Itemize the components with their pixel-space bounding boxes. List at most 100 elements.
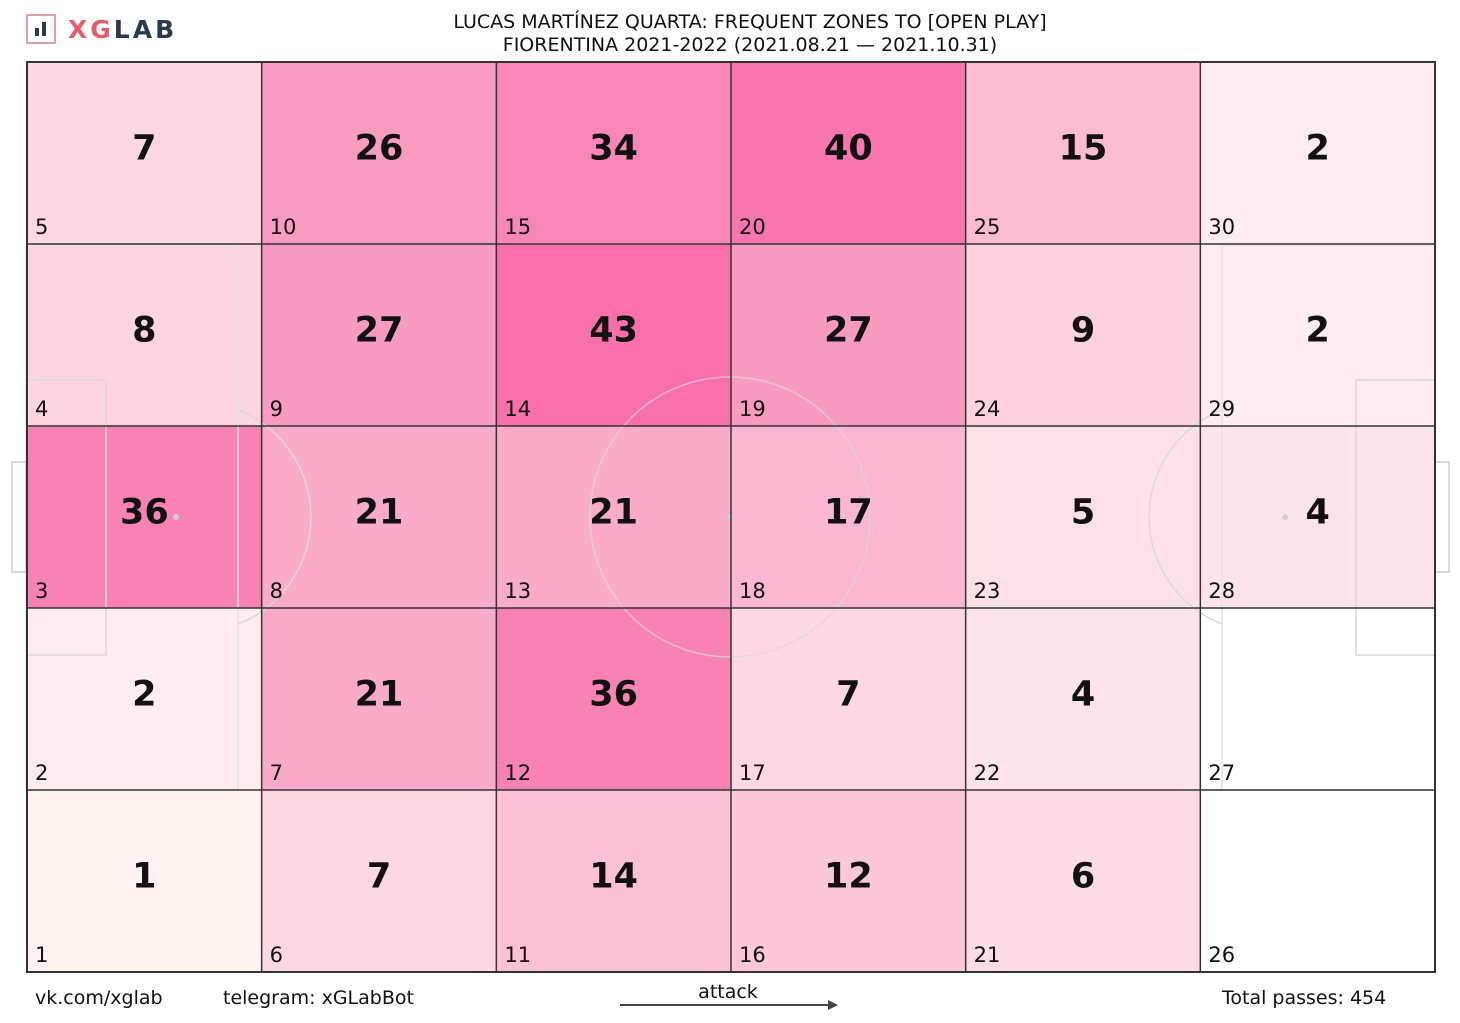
zone-number-5: 5: [35, 215, 48, 239]
zone-value-17: 7: [836, 674, 860, 714]
zone-value-25: 15: [1059, 128, 1108, 168]
zone-value-13: 21: [589, 492, 638, 532]
zone-number-15: 15: [504, 215, 531, 239]
zone-cell-24: [965, 244, 1201, 426]
zone-cell-13: [496, 426, 731, 608]
zone-cell-18: [731, 426, 966, 608]
zone-cell-8: [261, 426, 497, 608]
logo-text-xg: XG: [68, 14, 114, 44]
zone-value-30: 2: [1305, 128, 1329, 168]
zone-value-6: 7: [367, 856, 391, 896]
zone-cell-27: [1200, 608, 1435, 790]
chart-title-block: LUCAS MARTÍNEZ QUARTA: FREQUENT ZONES TO…: [330, 11, 1170, 57]
zone-cell-17: [731, 608, 966, 790]
zone-number-16: 16: [739, 943, 766, 967]
zone-number-17: 17: [739, 761, 766, 785]
zone-value-16: 12: [824, 856, 873, 896]
zone-value-22: 4: [1071, 674, 1095, 714]
zone-number-10: 10: [270, 215, 297, 239]
zone-value-3: 36: [120, 492, 169, 532]
zone-value-11: 14: [589, 856, 638, 896]
zone-value-24: 9: [1071, 310, 1095, 350]
zone-number-29: 29: [1208, 397, 1235, 421]
zone-value-8: 21: [355, 492, 404, 532]
zone-value-20: 40: [824, 128, 873, 168]
zone-value-29: 2: [1305, 310, 1329, 350]
zone-value-28: 4: [1305, 492, 1329, 532]
zone-value-19: 27: [824, 310, 873, 350]
zone-cell-11: [496, 790, 731, 972]
zone-cell-3: [27, 426, 262, 608]
zone-cell-26: [1200, 790, 1435, 972]
zone-cell-28: [1200, 426, 1435, 608]
zone-cell-23: [965, 426, 1201, 608]
heatmap-cells: [27, 62, 1435, 972]
zone-number-24: 24: [974, 397, 1001, 421]
zone-value-10: 26: [355, 128, 404, 168]
zone-number-6: 6: [270, 943, 283, 967]
attack-arrow-icon: [620, 1000, 838, 1010]
chart-title: LUCAS MARTÍNEZ QUARTA: FREQUENT ZONES TO…: [453, 11, 1047, 33]
zone-number-26: 26: [1208, 943, 1235, 967]
zone-value-14: 43: [589, 310, 638, 350]
zone-number-3: 3: [35, 579, 48, 603]
zone-value-9: 27: [355, 310, 404, 350]
heatmap-grid: [26, 61, 1436, 973]
zone-number-18: 18: [739, 579, 766, 603]
bar-chart-icon: [26, 14, 56, 44]
zone-number-4: 4: [35, 397, 48, 421]
zone-number-20: 20: [739, 215, 766, 239]
zone-number-11: 11: [504, 943, 531, 967]
zone-value-21: 6: [1071, 856, 1095, 896]
xglab-logo: XGLAB: [26, 12, 177, 46]
logo-text-lab: LAB: [113, 14, 178, 44]
zone-cell-1: [27, 790, 262, 972]
zone-number-2: 2: [35, 761, 48, 785]
logo-text: XGLAB: [68, 15, 177, 44]
zone-number-30: 30: [1208, 215, 1235, 239]
zone-cell-2: [27, 608, 262, 790]
zone-number-9: 9: [270, 397, 283, 421]
zone-number-8: 8: [270, 579, 283, 603]
zone-cell-19: [731, 244, 966, 426]
zone-number-22: 22: [974, 761, 1001, 785]
zone-value-2: 2: [132, 674, 156, 714]
zone-number-28: 28: [1208, 579, 1235, 603]
zone-number-14: 14: [504, 397, 531, 421]
zone-cell-12: [496, 608, 731, 790]
zone-number-21: 21: [974, 943, 1001, 967]
zone-number-27: 27: [1208, 761, 1235, 785]
zone-cell-30: [1200, 62, 1435, 244]
zone-cell-16: [731, 790, 966, 972]
zone-number-12: 12: [504, 761, 531, 785]
zone-value-4: 8: [132, 310, 156, 350]
zone-cell-25: [965, 62, 1201, 244]
zone-cell-7: [261, 608, 497, 790]
zone-number-13: 13: [504, 579, 531, 603]
zone-cell-14: [496, 244, 731, 426]
zone-value-12: 36: [589, 674, 638, 714]
zone-number-7: 7: [270, 761, 283, 785]
telegram-link[interactable]: telegram: xGLabBot: [223, 987, 414, 1009]
zone-value-15: 34: [589, 128, 638, 168]
zone-cell-21: [965, 790, 1201, 972]
zone-cell-9: [261, 244, 497, 426]
zone-value-7: 21: [355, 674, 404, 714]
zone-value-23: 5: [1071, 492, 1095, 532]
total-passes: Total passes: 454: [1222, 987, 1387, 1009]
zone-cell-22: [965, 608, 1201, 790]
zone-value-5: 7: [132, 128, 156, 168]
zone-number-1: 1: [35, 943, 48, 967]
zone-number-25: 25: [974, 215, 1001, 239]
zone-number-23: 23: [974, 579, 1001, 603]
zone-cell-5: [27, 62, 262, 244]
zone-cell-6: [261, 790, 497, 972]
zone-number-19: 19: [739, 397, 766, 421]
zone-cell-20: [731, 62, 966, 244]
vk-link[interactable]: vk.com/xglab: [35, 987, 163, 1009]
heatmap-labels: 7526103415402015252308427943142719924229…: [35, 128, 1330, 967]
zone-cell-10: [261, 62, 497, 244]
zone-cell-15: [496, 62, 731, 244]
zone-cell-29: [1200, 244, 1435, 426]
